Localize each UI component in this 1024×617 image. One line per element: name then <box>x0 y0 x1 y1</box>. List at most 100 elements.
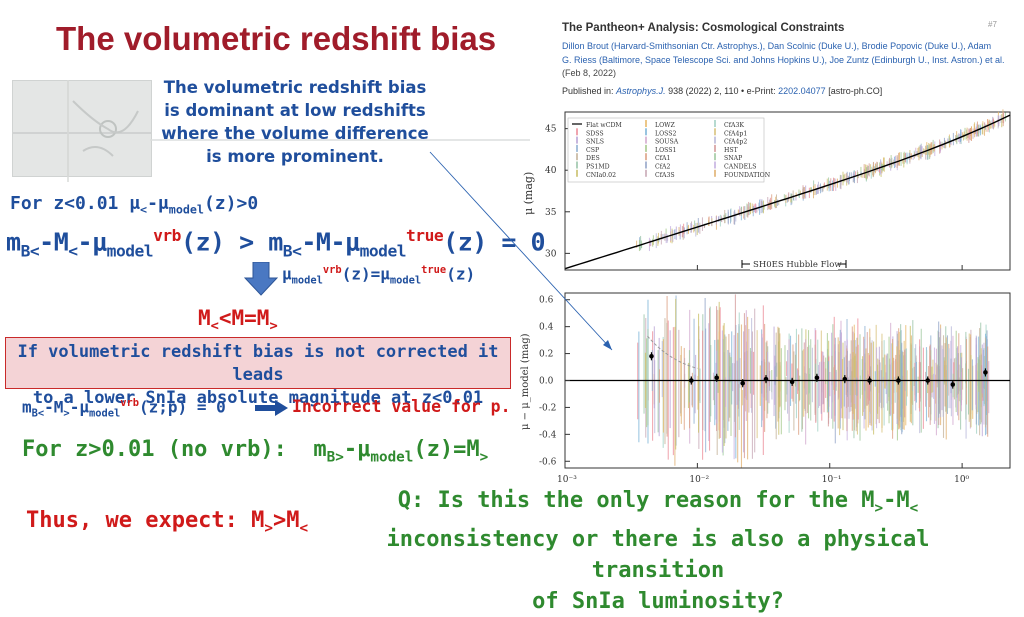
callout-line: If volumetric redshift bias is not corre… <box>17 342 499 385</box>
binned-point <box>842 376 848 382</box>
thumbnail-guide-lines <box>67 80 530 182</box>
subscript: > <box>874 500 884 517</box>
text: <M=M <box>218 306 270 330</box>
legend-label: CNIa0.02 <box>586 172 616 179</box>
arrow-right-icon <box>255 400 288 416</box>
paper-authors[interactable]: Dillon Brout (Harvard-Smithsonian Ctr. A… <box>562 40 1022 67</box>
y-tick-label: 0.4 <box>539 323 554 333</box>
x-tick-label: 10⁰ <box>954 475 969 485</box>
binned-point <box>714 375 720 381</box>
y-tick-label: 30 <box>545 249 557 259</box>
text: -μ <box>77 227 108 257</box>
legend-label: SNAP <box>724 155 742 162</box>
high-z-equation: For z>0.01 (no vrb): mB>-μmodel(z)=M> <box>22 437 488 465</box>
binned-point <box>763 376 769 382</box>
intro-line: The volumetric redshift bias <box>163 78 427 97</box>
legend-label: HST <box>724 147 739 154</box>
legend-label: CANDELS <box>724 164 756 171</box>
subscript: model <box>106 241 154 261</box>
x-tick-label: 10⁻² <box>689 475 709 485</box>
y-tick-label: 0.6 <box>539 296 554 306</box>
subscript: B< <box>282 241 302 261</box>
binned-point <box>649 353 654 359</box>
authors-line: G. Riess (Baltimore, Space Telescope Sci… <box>562 54 1005 65</box>
x-tick-label: 10⁻³ <box>557 475 577 485</box>
bottom-y-axis-label: μ − μ_model (mag) <box>520 333 531 430</box>
y-tick-label: 0.2 <box>539 350 553 360</box>
text: m <box>6 227 21 257</box>
condition-low-z: For z<0.01 μ<-μmodel(z)>0 <box>10 193 258 217</box>
binned-point <box>983 370 988 375</box>
text: -M <box>44 397 64 417</box>
binned-point <box>950 382 956 387</box>
text: For z<0.01 μ <box>10 193 141 214</box>
top-y-axis-label: μ (mag) <box>522 172 535 215</box>
pointer-line <box>429 151 613 351</box>
text: [astro-ph.CO] <box>825 86 883 96</box>
legend-label: CfA2 <box>655 164 670 171</box>
superscript: true <box>421 264 447 276</box>
text: -μ <box>343 437 371 462</box>
binned-point <box>740 380 745 386</box>
subscript: B> <box>326 449 344 466</box>
legend-label: PS1MD <box>586 164 610 171</box>
legend-label: CfA4p2 <box>724 139 747 146</box>
text: Published in: <box>562 86 617 96</box>
question-line: of SnIa luminosity? <box>532 589 784 615</box>
text: (z) <box>446 264 476 284</box>
legend-label: SNLS <box>586 139 604 146</box>
expectation: Thus, we expect: M>>M< <box>26 508 308 536</box>
text: m <box>22 397 32 417</box>
y-tick-label: -0.6 <box>539 457 557 467</box>
legend-label: CfA3S <box>655 172 675 179</box>
y-tick-label: 35 <box>545 208 557 218</box>
legend-label: CfA4p1 <box>724 130 747 137</box>
superscript: vrb <box>322 264 342 276</box>
intro-text: The volumetric redshift bias is dominant… <box>150 76 440 168</box>
pointer-arrowhead <box>603 340 612 350</box>
intro-line: is dominant at low redshifts <box>164 101 426 120</box>
text: >M <box>273 508 300 533</box>
main-equation: mB<-M<-μmodelvrb(z) > mB<-M-μmodeltrue(z… <box>6 226 546 261</box>
legend-label: LOWZ <box>655 122 676 129</box>
eprint-link[interactable]: 2202.04077 <box>778 86 826 96</box>
superscript: vrb <box>120 397 140 409</box>
subscript: > <box>63 407 70 420</box>
paper-title[interactable]: The Pantheon+ Analysis: Cosmological Con… <box>562 22 845 34</box>
model-curve <box>564 114 1011 270</box>
callout-line: to a lower SnIa absolute magnitude at z<… <box>32 388 484 408</box>
text: -μ <box>147 193 169 214</box>
binned-point <box>896 378 901 383</box>
legend-label: CfA1 <box>655 155 670 162</box>
intro-line: is more prominent. <box>206 147 384 166</box>
hubble-flow-label: SH0ES Hubble Flow <box>753 260 842 270</box>
subscript: B< <box>20 241 40 261</box>
binned-point <box>925 378 931 383</box>
journal-link[interactable]: Astrophys.J. <box>616 86 666 96</box>
text: M <box>198 306 211 330</box>
hubble-flow-label-bg <box>750 257 838 270</box>
binned-point <box>789 379 795 385</box>
text: -M-μ <box>301 227 360 257</box>
subscript: model <box>359 241 407 261</box>
question-line: inconsistency or there is also a physica… <box>386 527 930 584</box>
legend-label: FOUNDATION <box>724 172 771 179</box>
subscript: model <box>389 274 422 287</box>
legend-label: DES <box>586 155 600 162</box>
y-tick-label: 40 <box>545 166 557 176</box>
mu-equality: μmodelvrb(z)=μmodeltrue(z) <box>282 264 475 287</box>
text: (z)=M <box>413 437 480 462</box>
legend-label: LOSS2 <box>655 130 677 137</box>
text: -M <box>883 488 910 513</box>
superscript: vrb <box>153 226 181 245</box>
question-line: Q: Is this the only reason for the M>-M< <box>338 485 978 524</box>
magnitude-inequality: M<<M=M> <box>198 306 278 334</box>
text: -M <box>39 227 69 257</box>
text: Q: Is this the only reason for the M <box>397 488 875 513</box>
text: (z) > m <box>180 227 283 257</box>
incorrect-equation: mB<-M>-μmodelvrb(z;p) = 0 <box>22 397 226 420</box>
legend-label: LOSS1 <box>655 147 677 154</box>
thumbnail-sketch <box>13 81 151 176</box>
subscript: model <box>370 449 414 466</box>
subscript: model <box>168 202 204 217</box>
